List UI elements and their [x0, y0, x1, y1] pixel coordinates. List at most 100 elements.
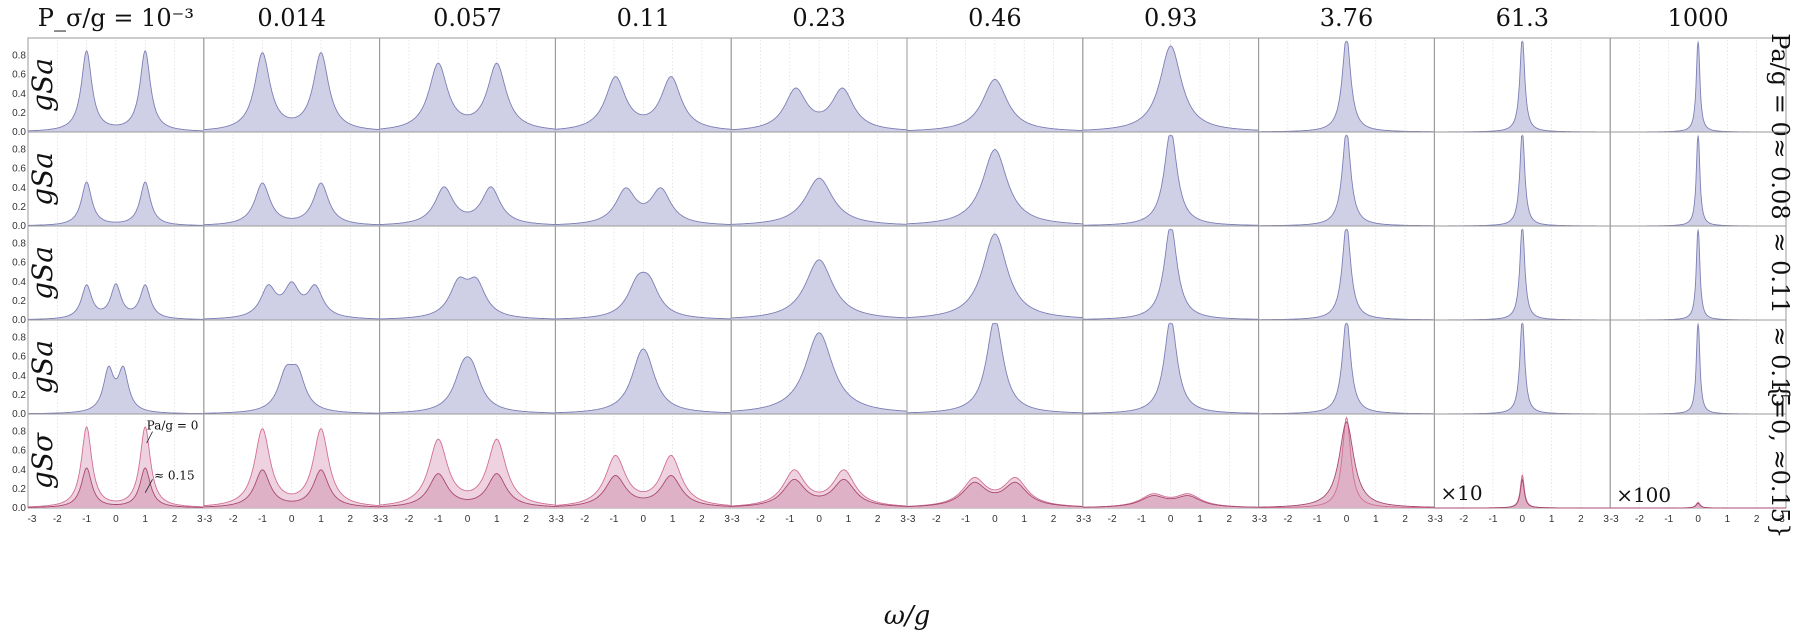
sa-line [731, 87, 907, 131]
sa-area [1258, 135, 1435, 226]
x-tick-label: 2 [1227, 514, 1233, 525]
sa-line [1082, 45, 1259, 131]
sa-line [907, 78, 1083, 131]
y-tick-label: 0.4 [12, 183, 26, 194]
y-tick-label: 0.2 [12, 484, 26, 495]
ss-area-pa015 [1610, 503, 1786, 508]
sa-area [1082, 135, 1259, 226]
column-title: 1000 [1668, 4, 1729, 32]
ss-line-pa015 [379, 473, 556, 507]
sa-line [1258, 229, 1435, 321]
sa-area [203, 183, 380, 226]
y-tick-label: 0.4 [12, 465, 26, 476]
sa-area [203, 52, 380, 133]
scale-annotation-x10: ×10 [1440, 481, 1482, 505]
x-tick-label: 1 [846, 514, 852, 525]
ss-area-pa015 [731, 479, 907, 508]
ss-line-pa015 [28, 467, 204, 508]
x-tick-label: 0 [1344, 514, 1350, 525]
sa-line [379, 186, 556, 225]
x-tick-label: 3 [1779, 514, 1785, 525]
column-title: 0.014 [257, 4, 326, 32]
ss-line-pa0 [555, 454, 732, 506]
y-tick-label: 0.0 [12, 503, 26, 514]
x-tick-label: -1 [610, 514, 619, 525]
sa-line [907, 149, 1083, 225]
ss-line-pa015 [203, 469, 380, 508]
sa-area [1610, 323, 1786, 414]
sa-line [1258, 323, 1435, 415]
sa-area [203, 364, 380, 414]
ss-line-pa0 [203, 428, 380, 507]
sa-line [555, 76, 732, 130]
x-tick-label: -2 [1108, 514, 1117, 525]
x-tick-label: 0 [641, 514, 647, 525]
ss-line-pa015 [555, 475, 732, 507]
x-tick-label: 0 [465, 514, 471, 525]
annotation-015: ≈ 0.15 [154, 468, 195, 482]
x-tick-label: 2 [172, 514, 178, 525]
x-tick-label: -2 [580, 514, 589, 525]
sa-line [27, 283, 204, 320]
column-title: 0.46 [968, 4, 1021, 32]
sa-area [1434, 135, 1611, 226]
y-tick-label: 0.4 [12, 371, 26, 382]
x-tick-label: -3 [1082, 514, 1091, 525]
sa-area [1610, 41, 1786, 133]
x-tick-label: 1 [1725, 514, 1731, 525]
sa-area [1610, 135, 1786, 226]
x-tick-label: 2 [1754, 514, 1760, 525]
x-tick-label: 3 [1076, 514, 1082, 525]
x-tick-label: 3 [1428, 514, 1434, 525]
ss-line-pa0 [731, 469, 908, 507]
x-tick-label: 3 [1603, 514, 1609, 525]
ss-line-pa0 [379, 438, 556, 506]
x-tick-label: -1 [434, 514, 443, 525]
side-label: ≈ 0.15 [1766, 326, 1794, 407]
y-tick-label: 0.2 [12, 202, 26, 213]
x-tick-label: -1 [785, 514, 794, 525]
x-tick-label: -2 [53, 514, 62, 525]
ss-line-pa015 [1082, 495, 1259, 508]
x-tick-label: 1 [670, 514, 676, 525]
x-tick-label: 3 [1252, 514, 1258, 525]
x-tick-label: -2 [229, 514, 238, 525]
x-tick-label: 3 [197, 514, 203, 525]
ss-line-pa015 [1434, 477, 1611, 509]
y-tick-label: 0.8 [12, 333, 26, 344]
x-tick-label: -1 [1664, 514, 1673, 525]
x-tick-label: 1 [1549, 514, 1555, 525]
sa-area [555, 349, 732, 414]
sa-area [203, 281, 380, 320]
sa-area [1258, 323, 1435, 414]
ss-area-pa015 [379, 473, 556, 508]
sa-area [1082, 229, 1259, 320]
row-label: gSa [26, 58, 59, 112]
ss-area-pa0 [555, 455, 732, 508]
column-title: 0.93 [1144, 4, 1197, 32]
row-label: gSσ [26, 432, 59, 489]
x-tick-label: 1 [1021, 514, 1027, 525]
annotation-arrow [146, 431, 153, 444]
x-tick-label: 1 [494, 514, 500, 525]
x-tick-label: 0 [113, 514, 119, 525]
x-tick-label: 1 [1197, 514, 1203, 525]
y-tick-label: 0.0 [12, 221, 26, 232]
sa-area [379, 63, 556, 133]
annotation-arrow [144, 479, 153, 493]
x-axis-label: ω/g [884, 601, 931, 631]
x-tick-label: 1 [142, 514, 148, 525]
sa-area [555, 187, 732, 226]
x-tick-label: -2 [404, 514, 413, 525]
sa-area [555, 272, 732, 320]
sa-line [731, 332, 908, 412]
x-tick-label: 0 [1520, 514, 1526, 525]
sa-area [731, 88, 907, 132]
ss-area-pa015 [907, 482, 1083, 508]
sa-line [203, 182, 380, 226]
sa-area [28, 283, 204, 320]
y-tick-label: 0.0 [12, 315, 26, 326]
sa-area [1434, 41, 1611, 133]
x-tick-label: -2 [932, 514, 941, 525]
sa-line [28, 49, 204, 132]
